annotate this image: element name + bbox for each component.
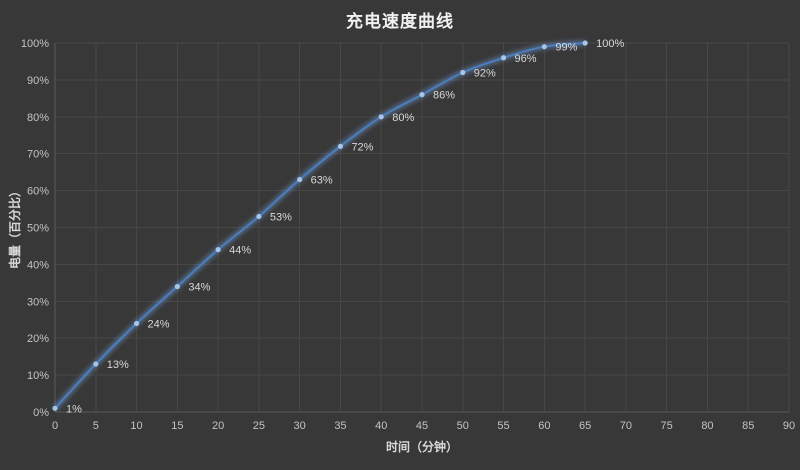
y-tick-label: 20%	[27, 333, 49, 345]
data-point-marker	[52, 405, 58, 411]
y-tick-label: 30%	[27, 296, 49, 308]
data-point-label: 24%	[148, 318, 170, 330]
y-tick-label: 70%	[27, 149, 49, 161]
y-tick-label: 0%	[33, 407, 49, 419]
x-tick-label: 90	[783, 420, 795, 432]
data-point-label: 72%	[351, 141, 373, 153]
data-point-marker	[541, 44, 547, 50]
data-point-label: 13%	[107, 359, 129, 371]
x-tick-label: 80	[701, 420, 713, 432]
y-tick-label: 10%	[27, 370, 49, 382]
data-point-label: 80%	[392, 112, 414, 124]
data-point-label: 44%	[229, 245, 251, 257]
y-tick-label: 100%	[21, 38, 49, 50]
data-point-marker	[378, 114, 384, 120]
series-line	[54, 42, 587, 410]
data-point-label: 99%	[555, 42, 577, 54]
x-tick-label: 75	[661, 420, 673, 432]
data-point-marker	[256, 213, 262, 220]
x-axis-title: 时间（分钟）	[385, 440, 458, 454]
data-point-marker	[215, 247, 221, 253]
data-point-label: 92%	[474, 68, 496, 80]
y-tick-label: 80%	[27, 112, 49, 124]
x-tick-label: 60	[538, 420, 550, 432]
data-point-marker	[133, 320, 140, 327]
x-tick-label: 45	[416, 420, 428, 432]
data-point-label: 96%	[515, 53, 537, 65]
data-point-label: 100%	[596, 38, 624, 50]
data-point-marker	[174, 283, 180, 290]
data-point-marker	[582, 40, 588, 46]
data-point-marker	[297, 176, 303, 183]
x-tick-label: 20	[212, 420, 224, 432]
data-point-label: 53%	[270, 211, 292, 223]
x-tick-label: 25	[253, 420, 265, 432]
x-tick-label: 55	[497, 420, 509, 432]
data-point-label: 86%	[433, 90, 455, 102]
x-tick-label: 65	[579, 420, 591, 432]
y-tick-label: 50%	[27, 223, 49, 235]
y-tick-label: 90%	[27, 75, 49, 87]
data-point-marker	[419, 92, 425, 98]
chart-title: 充电速度曲线	[346, 12, 454, 31]
y-tick-label: 60%	[27, 186, 49, 198]
y-axis-title: 电量（百分比）	[8, 185, 22, 270]
x-tick-label: 30	[294, 420, 306, 432]
data-point-marker	[93, 361, 99, 367]
data-point-marker	[500, 55, 507, 61]
x-tick-label: 40	[375, 420, 387, 432]
data-point-label: 63%	[311, 175, 333, 187]
x-tick-label: 15	[171, 420, 183, 432]
data-point-marker	[460, 69, 466, 76]
data-point-marker	[337, 143, 344, 149]
x-tick-label: 85	[742, 420, 754, 432]
data-point-label: 1%	[66, 403, 82, 415]
x-tick-label: 50	[457, 420, 469, 432]
x-tick-label: 35	[334, 420, 346, 432]
x-tick-label: 5	[93, 420, 99, 432]
y-tick-label: 40%	[27, 259, 49, 271]
data-point-label: 34%	[188, 282, 210, 294]
x-tick-label: 10	[130, 420, 142, 432]
x-tick-label: 70	[620, 420, 632, 432]
x-tick-label: 0	[52, 420, 58, 432]
